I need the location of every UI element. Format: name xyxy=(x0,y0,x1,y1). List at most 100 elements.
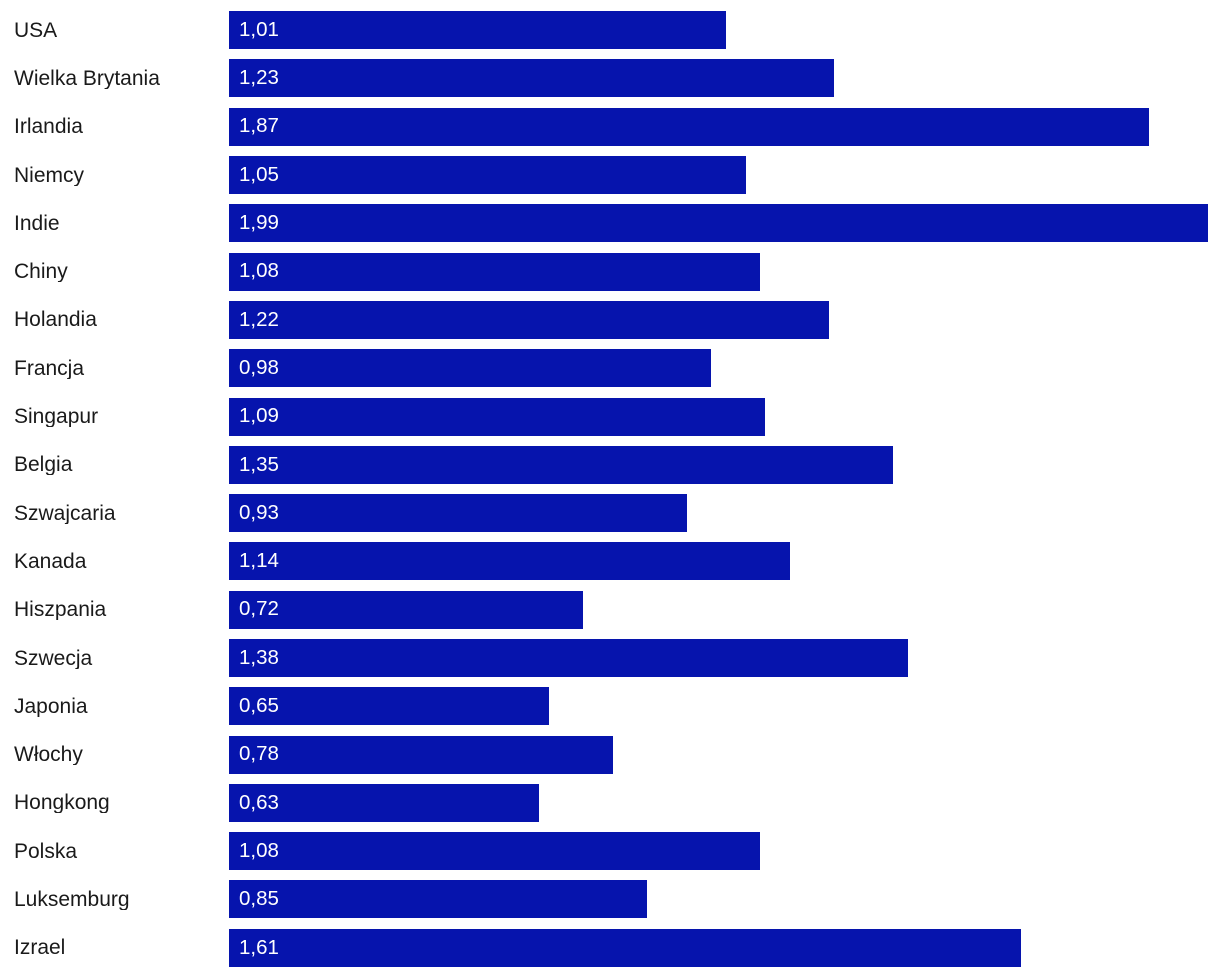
bar-track: 1,35 xyxy=(229,445,1208,484)
bar-value-label: 1,23 xyxy=(239,66,279,90)
bar-track: 1,14 xyxy=(229,542,1208,581)
bar-value-label: 1,01 xyxy=(239,17,279,41)
bar-value-label: 1,14 xyxy=(239,549,279,573)
bar: 0,72 xyxy=(229,590,584,629)
category-label: Indie xyxy=(14,212,60,234)
bar: 0,63 xyxy=(229,783,539,822)
category-label: Kanada xyxy=(14,550,87,572)
bar-value-label: 0,63 xyxy=(239,790,279,814)
bar-row: Irlandia 1,87 xyxy=(0,103,1220,151)
bar-value-label: 1,35 xyxy=(239,452,279,476)
bar-value-label: 1,87 xyxy=(239,114,279,138)
category-label: Hiszpania xyxy=(14,599,107,621)
bar-value-label: 1,38 xyxy=(239,645,279,669)
bar-value-label: 0,98 xyxy=(239,355,279,379)
bar: 0,85 xyxy=(229,880,648,919)
bar-value-label: 1,08 xyxy=(239,838,279,862)
bar-track: 0,98 xyxy=(229,349,1208,388)
bar-track: 0,63 xyxy=(229,783,1208,822)
bar-row: Polska 1,08 xyxy=(0,827,1220,875)
category-label: Japonia xyxy=(14,695,88,717)
bar: 0,93 xyxy=(229,494,687,533)
bar-row: Szwecja 1,38 xyxy=(0,634,1220,682)
category-label: Niemcy xyxy=(14,164,85,186)
category-label: Chiny xyxy=(14,261,68,283)
bar: 1,08 xyxy=(229,252,761,291)
category-label: Luksemburg xyxy=(14,888,130,910)
bar-track: 0,72 xyxy=(229,590,1208,629)
bar: 1,09 xyxy=(229,397,766,436)
bar-value-label: 1,08 xyxy=(239,259,279,283)
bar: 1,99 xyxy=(229,204,1208,243)
bar-row: Niemcy 1,05 xyxy=(0,151,1220,199)
bar: 1,35 xyxy=(229,445,894,484)
bar-track: 0,85 xyxy=(229,880,1208,919)
category-label: Polska xyxy=(14,840,78,862)
category-label: Szwecja xyxy=(14,647,93,669)
bar-track: 1,87 xyxy=(229,107,1208,146)
bar-track: 1,23 xyxy=(229,59,1208,98)
bar: 1,08 xyxy=(229,832,761,871)
bar-track: 1,38 xyxy=(229,639,1208,677)
bar-track: 1,01 xyxy=(229,11,1208,50)
category-label: Francja xyxy=(14,357,85,379)
bar-value-label: 0,65 xyxy=(239,694,279,718)
bar: 1,23 xyxy=(229,59,835,98)
bar-track: 1,22 xyxy=(229,300,1208,339)
category-label: Irlandia xyxy=(14,116,83,138)
bar-row: Kanada 1,14 xyxy=(0,537,1220,585)
category-label: Izrael xyxy=(14,937,66,959)
category-label: Belgia xyxy=(14,454,73,476)
bar-row: Chiny 1,08 xyxy=(0,247,1220,295)
bar-row: Luksemburg 0,85 xyxy=(0,875,1220,923)
bar: 0,78 xyxy=(229,735,613,774)
bar-track: 1,61 xyxy=(229,928,1208,967)
bar-row: Włochy 0,78 xyxy=(0,730,1220,778)
bar: 1,61 xyxy=(229,928,1022,967)
bar-value-label: 0,72 xyxy=(239,597,279,621)
bar-track: 0,93 xyxy=(229,494,1208,533)
bar: 1,38 xyxy=(229,639,908,677)
bar-row: Hiszpania 0,72 xyxy=(0,586,1220,634)
bar-track: 1,99 xyxy=(229,204,1208,243)
bar: 1,05 xyxy=(229,156,746,195)
category-label: Hongkong xyxy=(14,792,110,814)
bar: 1,22 xyxy=(229,300,830,339)
bar-row: Francja 0,98 xyxy=(0,344,1220,392)
bar: 1,01 xyxy=(229,11,726,50)
bar-track: 1,08 xyxy=(229,832,1208,871)
bar-track: 1,08 xyxy=(229,252,1208,291)
category-label: Holandia xyxy=(14,309,97,331)
bar-value-label: 1,22 xyxy=(239,307,279,331)
bar-track: 1,05 xyxy=(229,156,1208,195)
bar-track: 1,09 xyxy=(229,397,1208,436)
category-label: Singapur xyxy=(14,406,99,428)
bar-track: 0,78 xyxy=(229,735,1208,774)
category-label: USA xyxy=(14,19,58,41)
bar-row: Indie 1,99 xyxy=(0,199,1220,247)
bar-row: Wielka Brytania 1,23 xyxy=(0,54,1220,102)
category-label: Szwajcaria xyxy=(14,502,116,524)
bar-value-label: 0,93 xyxy=(239,500,279,524)
bar-value-label: 1,99 xyxy=(239,211,279,235)
bar-value-label: 0,85 xyxy=(239,887,279,911)
bar-row: Szwajcaria 0,93 xyxy=(0,489,1220,537)
bar-value-label: 1,61 xyxy=(239,935,279,959)
bar: 1,87 xyxy=(229,107,1149,146)
bar-row: Japonia 0,65 xyxy=(0,682,1220,730)
bar-row: Holandia 1,22 xyxy=(0,296,1220,344)
bar-row: Belgia 1,35 xyxy=(0,441,1220,489)
bar: 0,65 xyxy=(229,687,549,726)
bar: 1,14 xyxy=(229,542,790,581)
category-label: Wielka Brytania xyxy=(14,67,160,89)
bar-value-label: 0,78 xyxy=(239,742,279,766)
bar-row: Singapur 1,09 xyxy=(0,392,1220,440)
bar-value-label: 1,09 xyxy=(239,404,279,428)
category-label: Włochy xyxy=(14,744,83,766)
bar-row: Hongkong 0,63 xyxy=(0,779,1220,827)
bar-row: USA 1,01 xyxy=(0,6,1220,54)
bar-track: 0,65 xyxy=(229,687,1208,726)
bar-value-label: 1,05 xyxy=(239,162,279,186)
bar-row: Izrael 1,61 xyxy=(0,924,1220,972)
